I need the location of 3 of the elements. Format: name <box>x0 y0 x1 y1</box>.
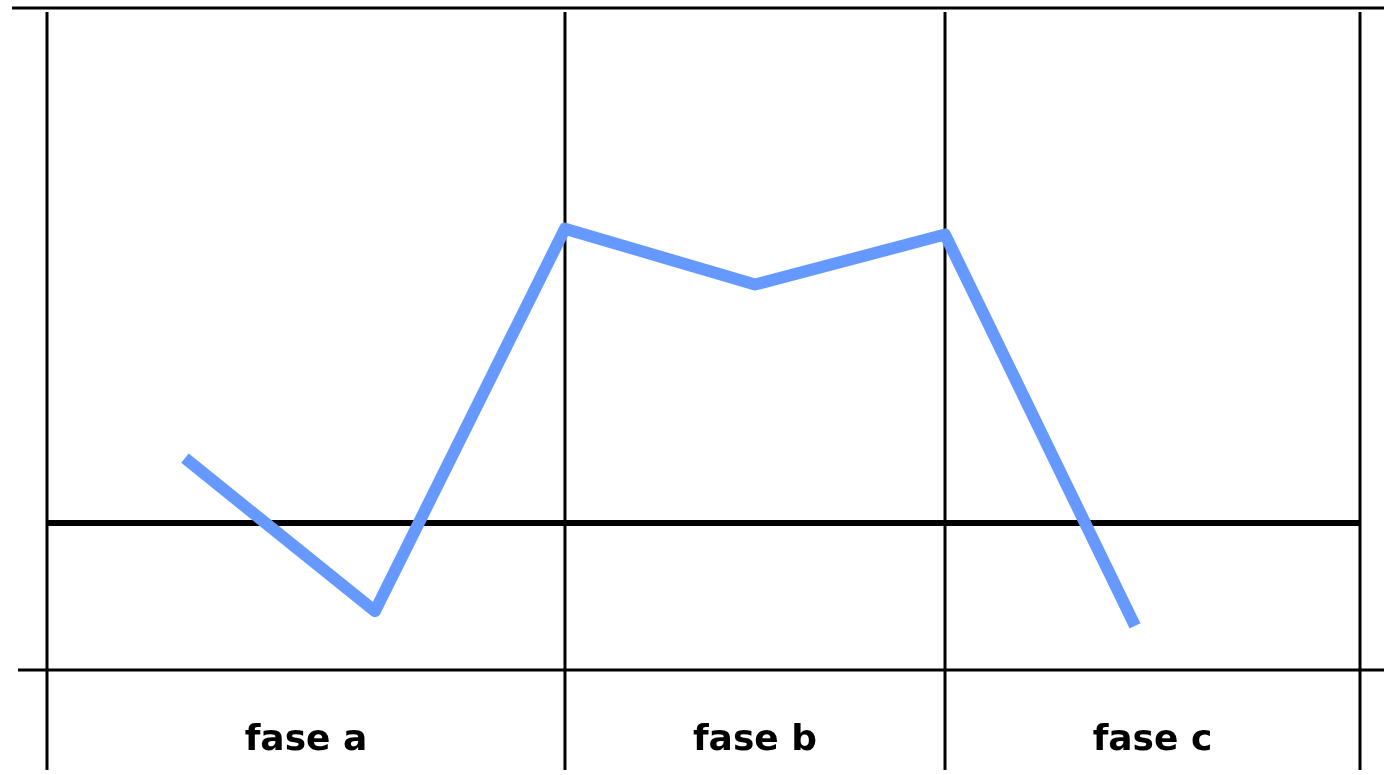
text: fase b <box>692 717 818 758</box>
text: fase c <box>1092 717 1213 758</box>
text: fase a <box>244 717 368 758</box>
